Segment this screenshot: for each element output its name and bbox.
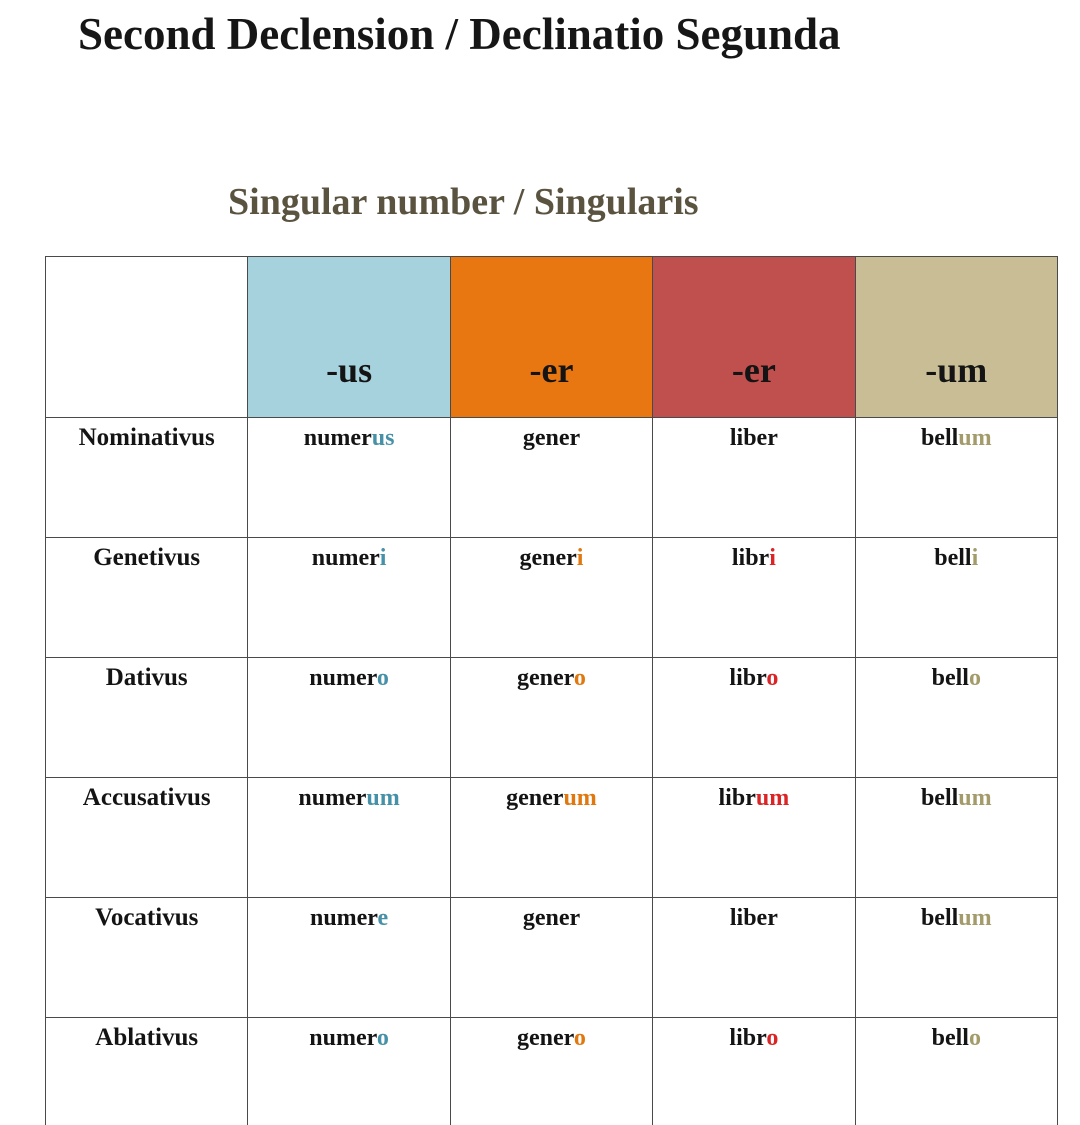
case-label: Vocativus <box>44 897 249 1018</box>
word-stem: bell <box>931 1025 969 1051</box>
word-stem: libr <box>729 1025 767 1051</box>
word-stem: numer <box>311 545 380 571</box>
header-row: -us -er -er -um <box>44 256 1059 418</box>
declension-table: -us -er -er -um Nominativus numerus gener libe… <box>44 256 1059 1125</box>
word-cell: numerus <box>247 417 451 538</box>
table-body: Nominativus numerus gener liber bellum Geneti… <box>44 417 1059 1125</box>
word-ending: um <box>366 785 400 811</box>
column-header-er-3: -er <box>652 256 856 418</box>
word-stem: gener <box>522 905 581 931</box>
word-stem: numer <box>309 905 378 931</box>
word-cell: numero <box>247 1017 451 1125</box>
word-cell: numeri <box>247 537 451 658</box>
word-ending: um <box>563 785 597 811</box>
word-ending: o <box>766 665 779 691</box>
word-cell: numero <box>247 657 451 778</box>
word-stem: gener <box>519 545 577 571</box>
word-cell: libro <box>652 657 856 778</box>
word-stem: numer <box>298 785 367 811</box>
table-row: Vocativus numere gener liber bellum <box>44 897 1059 1018</box>
word-cell: bellum <box>854 777 1059 898</box>
word-ending: i <box>769 545 776 571</box>
word-ending: o <box>573 1025 586 1051</box>
word-cell: gener <box>449 417 654 538</box>
word-stem: bell <box>920 905 959 931</box>
word-stem: bell <box>920 425 959 451</box>
word-stem: gener <box>506 785 564 811</box>
word-ending: e <box>377 905 389 931</box>
corner-cell <box>44 256 249 418</box>
word-cell: bellum <box>854 897 1059 1018</box>
word-stem: libr <box>731 545 770 571</box>
table-head: -us -er -er -um <box>44 256 1059 418</box>
word-ending: um <box>958 905 992 931</box>
word-stem: libr <box>718 785 756 811</box>
word-ending: i <box>971 545 979 571</box>
word-cell: numerum <box>247 777 451 898</box>
column-header-er-2: -er <box>449 256 654 418</box>
word-cell: numere <box>247 897 451 1018</box>
word-stem: liber <box>729 905 778 931</box>
word-ending: o <box>573 665 586 691</box>
word-cell: liber <box>652 897 856 1018</box>
word-stem: liber <box>729 425 778 451</box>
word-ending: um <box>755 785 790 811</box>
case-label: Dativus <box>44 657 249 778</box>
word-stem: numer <box>309 1025 377 1051</box>
word-ending: o <box>968 665 981 691</box>
word-cell: libro <box>652 1017 856 1125</box>
word-ending: o <box>376 1025 389 1051</box>
word-cell: genero <box>449 657 654 778</box>
table-row: Genetivus numeri generi libri belli <box>44 537 1059 658</box>
word-stem: libr <box>729 665 767 691</box>
word-cell: librum <box>652 777 856 898</box>
word-stem: numer <box>303 425 372 451</box>
word-stem: bell <box>920 785 959 811</box>
word-stem: bell <box>931 665 969 691</box>
table-row: Accusativus numerum generum librum bellum <box>44 777 1059 898</box>
word-ending: us <box>371 425 395 451</box>
word-ending: o <box>376 665 389 691</box>
word-cell: bellum <box>854 417 1059 538</box>
word-cell: gener <box>449 897 654 1018</box>
word-ending: i <box>379 545 387 571</box>
word-ending: um <box>958 425 992 451</box>
word-cell: genero <box>449 1017 654 1125</box>
word-stem: bell <box>934 545 972 571</box>
word-ending: i <box>576 545 584 571</box>
word-ending: o <box>968 1025 981 1051</box>
word-cell: belli <box>854 537 1059 658</box>
word-cell: libri <box>652 537 856 658</box>
case-label: Nominativus <box>44 417 249 538</box>
word-ending: o <box>766 1025 779 1051</box>
case-label: Accusativus <box>44 777 249 898</box>
table-row: Ablativus numero genero libro bello <box>44 1017 1059 1125</box>
word-stem: gener <box>517 1025 574 1051</box>
column-header-um-4: -um <box>854 256 1059 418</box>
page-title: Second Declension / Declinatio Segunda <box>78 9 841 59</box>
word-ending: um <box>958 785 992 811</box>
case-label: Ablativus <box>44 1017 249 1125</box>
column-header-us-1: -us <box>247 256 451 418</box>
word-stem: numer <box>309 665 377 691</box>
word-stem: gener <box>517 665 574 691</box>
word-cell: bello <box>854 657 1059 778</box>
word-cell: generum <box>449 777 654 898</box>
word-stem: gener <box>522 425 581 451</box>
word-cell: generi <box>449 537 654 658</box>
table-row: Dativus numero genero libro bello <box>44 657 1059 778</box>
word-cell: liber <box>652 417 856 538</box>
case-label: Genetivus <box>44 537 249 658</box>
word-cell: bello <box>854 1017 1059 1125</box>
section-subtitle: Singular number / Singularis <box>228 181 699 223</box>
table-row: Nominativus numerus gener liber bellum <box>44 417 1059 538</box>
